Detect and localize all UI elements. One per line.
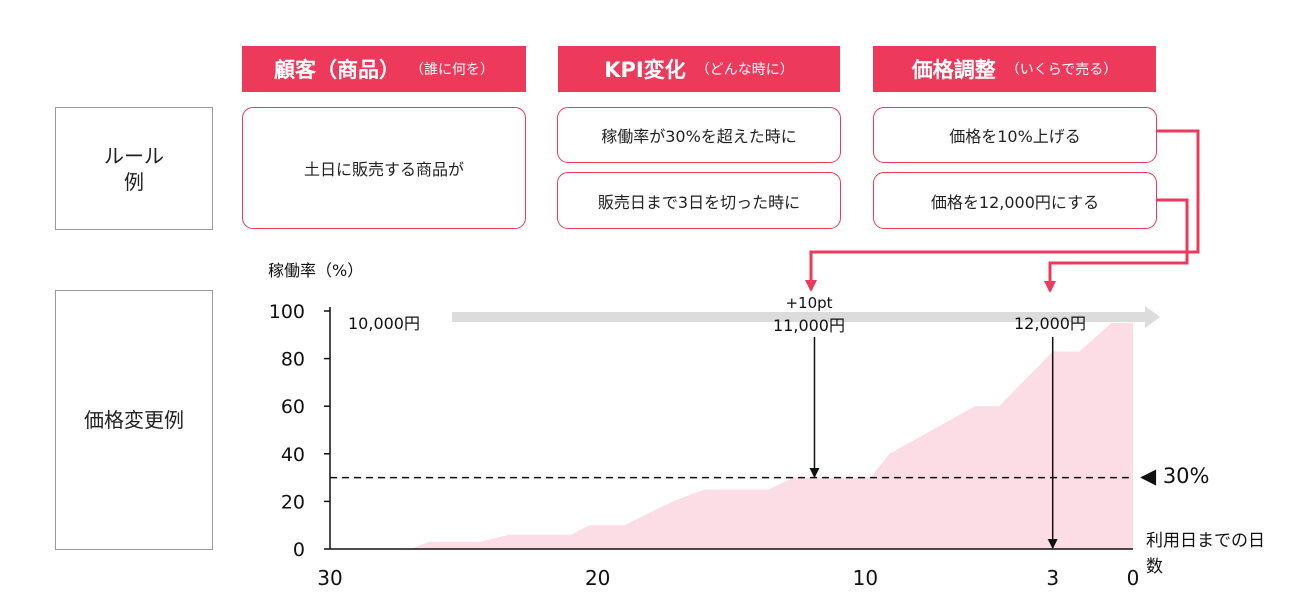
chart-xlabel: 利用日までの日数 xyxy=(1146,531,1265,577)
header-customer: 顧客（商品） （誰に何を） xyxy=(242,46,526,92)
y-tick-label: 20 xyxy=(281,491,305,513)
x-tick-label: 10 xyxy=(853,566,878,590)
header-price-title: 価格調整 xyxy=(911,58,996,82)
header-customer-sub: （誰に何を） xyxy=(410,62,494,78)
rule-kpi-box-2: 販売日まで3日を切った時に xyxy=(557,172,841,229)
y-tick-label: 80 xyxy=(281,349,305,371)
x-tick-label: 0 xyxy=(1127,566,1140,590)
connector-arrow-12000 xyxy=(1044,198,1189,293)
y-tick-label: 0 xyxy=(293,539,305,561)
rule-customer-text: 土日に販売する商品が xyxy=(303,160,464,179)
header-kpi-title: KPI変化 xyxy=(604,58,686,82)
header-customer-title: 顧客（商品） xyxy=(274,58,400,82)
chart-threshold-label: ◀ 30% xyxy=(1140,464,1210,488)
rule-kpi-text-1: 稼働率が30%を超えた時に xyxy=(601,127,797,146)
row-label-price-change: 価格変更例 xyxy=(55,290,213,550)
rule-price-text-2: 価格を12,000円にする xyxy=(930,192,1100,212)
header-kpi: KPI変化 （どんな時に） xyxy=(558,46,840,92)
chart-ylabel: 稼働率（%） xyxy=(268,261,364,280)
rule-kpi-text-2: 販売日まで3日を切った時に xyxy=(597,192,801,212)
x-tick-label: 30 xyxy=(317,566,342,590)
price-label-start: 10,000円 xyxy=(348,314,420,333)
row-label-rule: ルール 例 xyxy=(55,107,213,230)
price-label-end: 12,000円 xyxy=(1014,314,1086,333)
y-tick-label: 60 xyxy=(281,396,305,418)
y-tick-label: 100 xyxy=(269,301,305,323)
x-tick-label: 20 xyxy=(585,566,610,590)
rule-price-box-1: 価格を10%上げる xyxy=(873,107,1157,163)
row-label-rule-text: ルール 例 xyxy=(104,143,164,194)
occupancy-area xyxy=(330,322,1133,549)
header-price-sub: （いくらで売る） xyxy=(1005,62,1118,78)
rule-customer-box: 土日に販売する商品が xyxy=(242,107,526,229)
rule-price-text-1: 価格を10%上げる xyxy=(949,127,1081,146)
price-change-note: +10pt xyxy=(785,294,832,312)
price-timeline-arrowhead xyxy=(1145,306,1160,328)
rule-price-box-2: 価格を12,000円にする xyxy=(873,172,1157,229)
header-price: 価格調整 （いくらで売る） xyxy=(873,46,1156,92)
x-tick-label: 3 xyxy=(1046,566,1059,590)
rule-kpi-box-1: 稼働率が30%を超えた時に xyxy=(557,107,841,163)
y-tick-label: 40 xyxy=(281,444,305,466)
connector-arrow-10pct xyxy=(805,129,1200,292)
header-kpi-sub: （どんな時に） xyxy=(695,62,794,78)
price-label-mid: 11,000円 xyxy=(773,316,845,335)
row-label-price-change-text: 価格変更例 xyxy=(84,408,184,432)
